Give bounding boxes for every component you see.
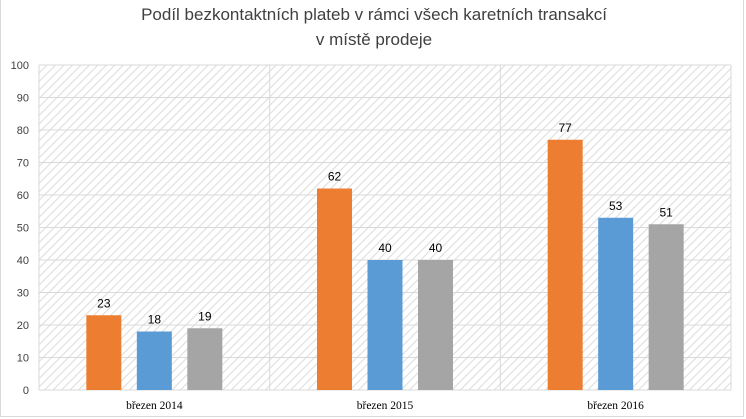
bar-0-0	[86, 315, 122, 390]
y-tick-label-1: 10	[17, 353, 29, 365]
data-label-1-0: 62	[328, 170, 342, 184]
chart-title-line-2: v místě prodeje	[315, 30, 433, 49]
y-tick-label-2: 20	[17, 320, 29, 332]
y-tick-label-5: 50	[17, 223, 29, 235]
chart-title-line-1: Podíl bezkontaktních plateb v rámci všec…	[141, 5, 607, 24]
y-tick-label-0: 0	[23, 385, 29, 397]
bar-0-2	[187, 328, 223, 390]
category-label-1: březen 2015	[357, 400, 414, 412]
data-label-0-0: 23	[97, 296, 111, 310]
bar-1-2	[418, 260, 453, 390]
bars	[86, 139, 684, 390]
bar-0-1	[136, 331, 172, 390]
y-tick-label-7: 70	[17, 158, 29, 170]
data-label-1-1: 40	[378, 241, 392, 255]
data-label-2-0: 77	[558, 121, 572, 135]
data-label-0-1: 18	[148, 313, 162, 327]
bar-2-1	[598, 217, 634, 390]
data-label-2-2: 51	[659, 205, 673, 219]
y-tick-label-4: 40	[17, 255, 29, 267]
y-tick-label-10: 100	[11, 60, 29, 72]
data-label-1-2: 40	[429, 241, 443, 255]
bar-2-2	[648, 224, 684, 390]
x-axis: březen 2014 březen 2015 březen 2016	[126, 400, 644, 412]
data-label-2-1: 53	[609, 199, 623, 213]
bar-2-0	[547, 139, 583, 390]
y-tick-label-6: 60	[17, 190, 29, 202]
y-tick-label-3: 30	[17, 288, 29, 300]
category-label-2: březen 2016	[587, 400, 644, 412]
data-labels: 23 18 19 62 40 40 77 53 51	[97, 121, 673, 327]
y-tick-label-9: 90	[17, 93, 29, 105]
bar-1-1	[367, 260, 403, 390]
data-label-0-2: 19	[198, 309, 212, 323]
y-tick-label-8: 80	[17, 125, 29, 137]
category-label-0: březen 2014	[126, 400, 183, 412]
y-axis: 0 10 20 30 40 50 60 70 80 90 100	[11, 60, 29, 397]
bar-1-0	[317, 188, 352, 390]
